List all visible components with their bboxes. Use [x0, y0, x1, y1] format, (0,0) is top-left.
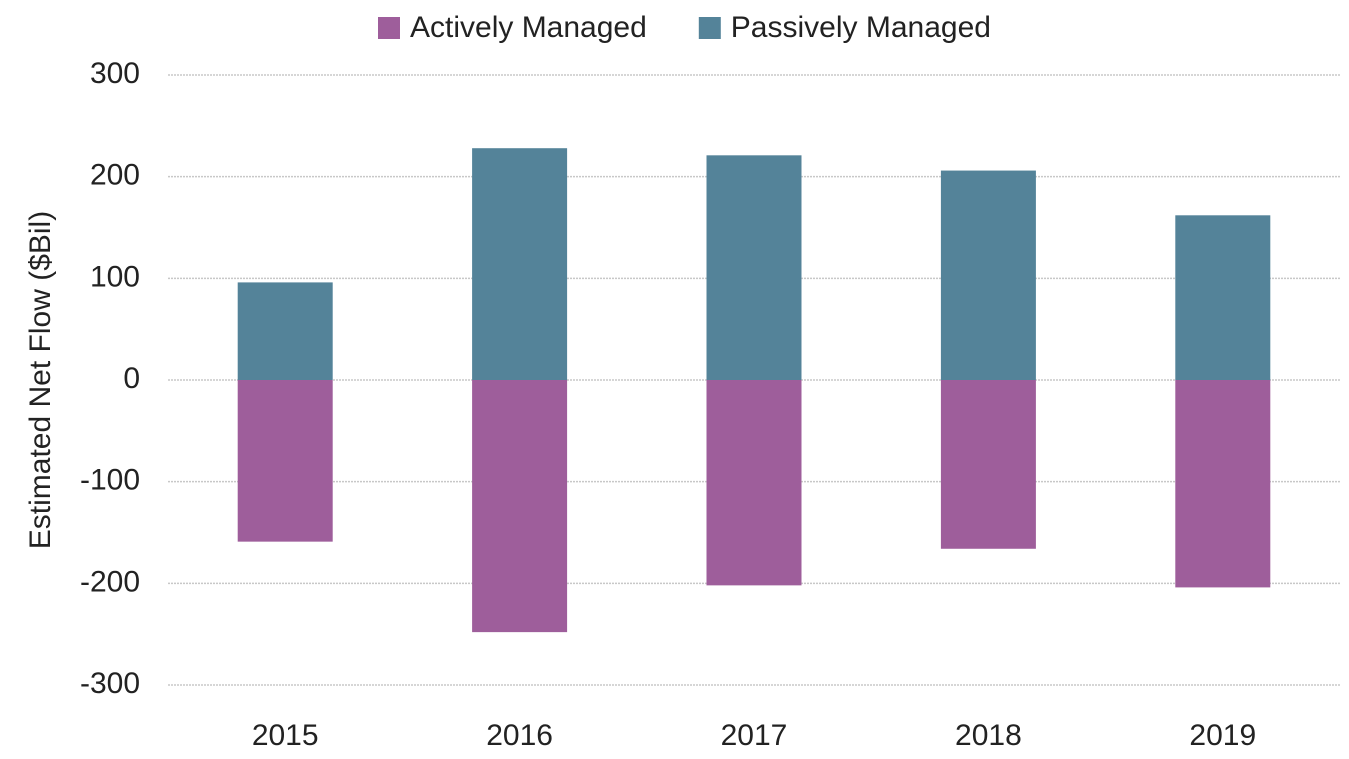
- x-tick-label: 2017: [721, 719, 788, 752]
- bar: [1175, 215, 1271, 380]
- legend-label: Passively Managed: [731, 11, 991, 44]
- y-axis-label: Estimated Net Flow ($Bil): [24, 211, 57, 549]
- bar: [940, 170, 1036, 380]
- y-tick-label: -200: [80, 565, 140, 598]
- bar: [472, 148, 568, 380]
- x-tick-label: 2019: [1189, 719, 1256, 752]
- bar: [237, 380, 333, 542]
- legend-label: Actively Managed: [410, 11, 647, 44]
- x-tick-label: 2015: [252, 719, 319, 752]
- y-tick-label: 200: [90, 159, 140, 192]
- bar: [706, 155, 802, 380]
- legend-swatch: [698, 17, 721, 39]
- y-tick-label: -300: [80, 667, 140, 700]
- bar: [940, 380, 1036, 549]
- x-tick-label: 2016: [486, 719, 553, 752]
- bar: [1175, 380, 1271, 588]
- y-tick-label: 0: [123, 362, 140, 395]
- x-tick-label: 2018: [955, 719, 1022, 752]
- y-tick-label: 300: [90, 57, 140, 90]
- bar: [472, 380, 568, 633]
- legend-swatch: [378, 17, 400, 39]
- bar: [237, 282, 333, 380]
- y-tick-label: 100: [90, 260, 140, 293]
- y-tick-label: -100: [80, 464, 140, 497]
- bar: [706, 380, 802, 586]
